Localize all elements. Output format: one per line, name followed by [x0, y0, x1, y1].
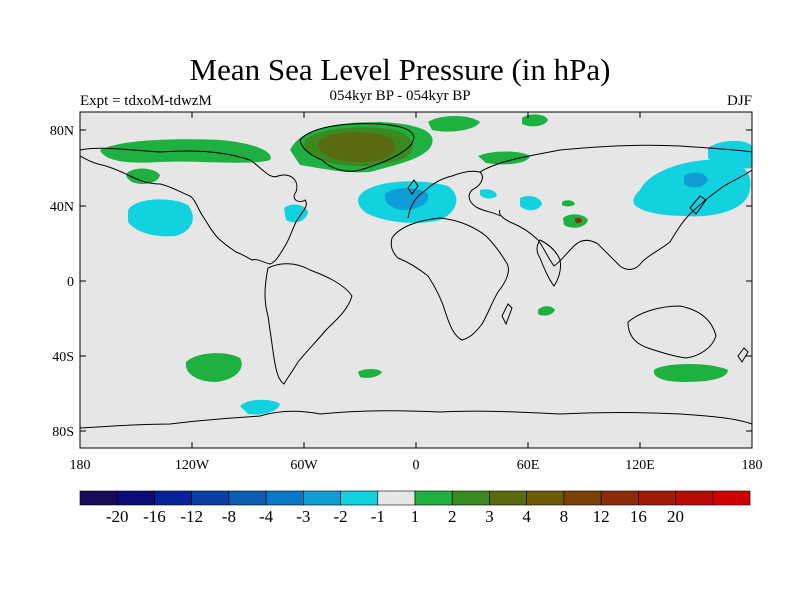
- colorbar-label: -1: [371, 507, 385, 526]
- colorbar-label: 2: [448, 507, 457, 526]
- colorbar-swatch: [489, 490, 527, 506]
- colorbar-swatch: [675, 490, 714, 506]
- coastline-japan: [689, 195, 707, 215]
- lat-tick-label: 80S: [52, 425, 74, 440]
- lon-tick-label: 180: [742, 458, 763, 473]
- colorbar-label: -20: [106, 507, 129, 526]
- colorbar-label: 20: [667, 507, 684, 526]
- colorbar-label: -16: [143, 507, 166, 526]
- anomaly-cyan-east-asia: [633, 159, 751, 217]
- colorbar: -20 -16 -12 -8 -4 -3 -2 -1 1 2 3 4 8 12 16 20: [79, 490, 751, 526]
- lat-tick-label: 40N: [50, 200, 74, 215]
- colorbar-swatch: [79, 490, 118, 506]
- coastline-asia: [479, 144, 753, 270]
- season-label: DJF: [726, 93, 752, 109]
- anomaly-cyan-pacific: [128, 199, 193, 237]
- colorbar-label: 3: [485, 507, 494, 526]
- lon-tick-label: 60E: [517, 458, 540, 473]
- colorbar-label: -2: [333, 507, 347, 526]
- lon-tick-label: 120E: [625, 458, 655, 473]
- anomaly-cyan-east-us: [284, 204, 308, 223]
- colorbar-swatch: [526, 490, 565, 506]
- anomaly-blue-japan: [684, 172, 708, 188]
- coastline-north-america: [79, 147, 307, 265]
- coastline-antarctica: [79, 410, 753, 429]
- experiment-label: Expt = tdxoM-tdwzM: [80, 93, 212, 109]
- coastline-uk: [407, 179, 419, 195]
- axis-ticks: 80N 40N 0 40S 80S 180 120W 60W 0 60E 120E 180: [50, 112, 763, 473]
- lat-tick-label: 80N: [50, 124, 74, 139]
- anomaly-green-south-atlantic: [358, 369, 382, 378]
- anomaly-cyan-arabia: [520, 196, 542, 211]
- colorbar-label: 16: [630, 507, 647, 526]
- colorbar-label: -12: [180, 507, 203, 526]
- anomaly-blue-atlantic: [384, 188, 429, 210]
- coastline-new-zealand: [737, 347, 749, 363]
- anomaly-brown-tibet: [575, 217, 582, 224]
- coastline-madagascar: [501, 303, 513, 326]
- lon-tick-label: 60W: [290, 458, 318, 473]
- anomaly-cyan-gulf: [480, 189, 497, 199]
- colorbar-swatch: [600, 490, 639, 506]
- colorbar-label: 8: [560, 507, 569, 526]
- coastline-africa: [390, 217, 509, 341]
- colorbar-label: 1: [411, 507, 420, 526]
- colorbar-label: 4: [522, 507, 531, 526]
- colorbar-swatch: [116, 490, 155, 506]
- anomaly-shading: [100, 114, 752, 415]
- coastline-greenland: [299, 123, 415, 172]
- colorbar-swatch: [228, 490, 267, 506]
- anomaly-green-siberia: [478, 151, 530, 165]
- lon-tick-label: 180: [70, 458, 91, 473]
- coastline-south-america: [264, 263, 353, 385]
- coastline-australia: [627, 305, 717, 359]
- anomaly-green-alaska: [126, 168, 160, 184]
- colorbar-label: -8: [222, 507, 236, 526]
- colorbar-swatch: [265, 490, 304, 506]
- colorbar-swatch: [377, 490, 416, 506]
- anomaly-green-china: [562, 200, 575, 207]
- lon-tick-label: 120W: [175, 458, 210, 473]
- colorbar-swatch: [712, 490, 751, 506]
- colorbar-swatch: [638, 490, 676, 506]
- coastlines: [79, 123, 753, 429]
- anomaly-green-south-pacific: [185, 353, 242, 382]
- lon-tick-label: 0: [413, 458, 420, 473]
- colorbar-swatch: [414, 490, 453, 506]
- anomaly-olive-greenland: [318, 132, 396, 163]
- lat-tick-label: 40S: [52, 350, 74, 365]
- anomaly-cyan-ne-siberia: [708, 140, 752, 169]
- colorbar-swatch: [563, 490, 602, 506]
- coastline-india: [536, 239, 561, 287]
- colorbar-swatch: [303, 490, 341, 506]
- anomaly-cyan-drake: [240, 399, 280, 415]
- colorbar-label: -3: [296, 507, 310, 526]
- colorbar-label: -4: [259, 507, 274, 526]
- anomaly-green-indian: [538, 306, 555, 316]
- colorbar-swatch: [191, 490, 230, 506]
- colorbar-swatch: [451, 490, 490, 506]
- plot-subtitle: 054kyr BP - 054kyr BP: [329, 88, 471, 104]
- colorbar-label: 12: [593, 507, 610, 526]
- map-background: [80, 112, 752, 448]
- plot-title: Mean Sea Level Pressure (in hPa): [189, 52, 611, 87]
- colorbar-swatch: [340, 490, 379, 506]
- colorbar-swatch: [154, 490, 192, 506]
- lat-tick-label: 0: [67, 275, 74, 290]
- anomaly-green-south-indian: [653, 364, 728, 382]
- anomaly-green-barents: [428, 116, 480, 132]
